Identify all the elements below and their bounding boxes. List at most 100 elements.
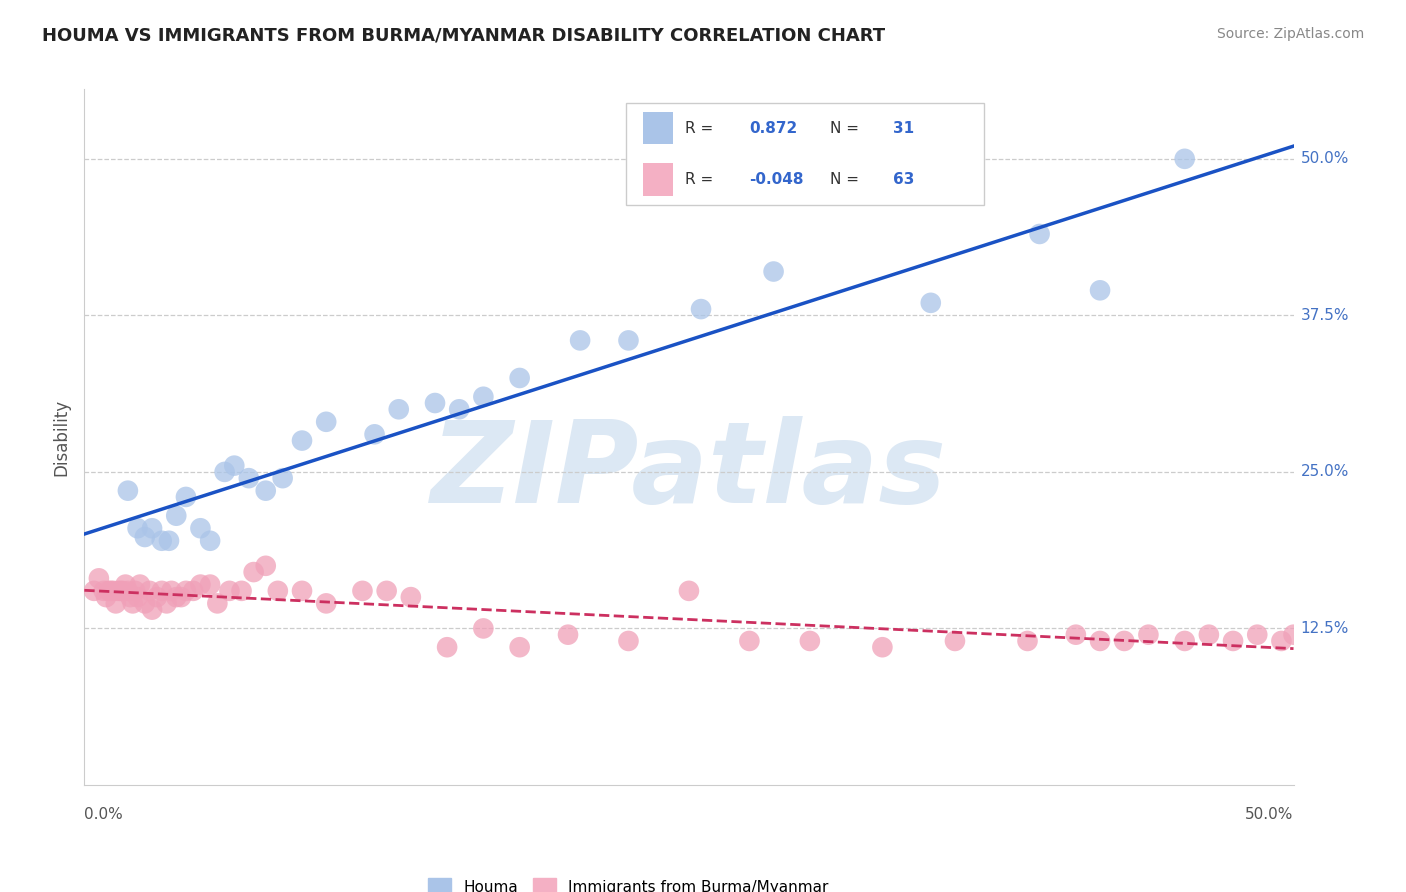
Point bbox=[1246, 628, 1268, 642]
Text: 63: 63 bbox=[893, 172, 914, 187]
Point bbox=[134, 530, 156, 544]
Point bbox=[363, 427, 385, 442]
Point bbox=[1028, 227, 1050, 241]
Point bbox=[190, 577, 212, 591]
Point bbox=[124, 583, 146, 598]
Point bbox=[141, 521, 163, 535]
Point bbox=[291, 434, 314, 448]
Point bbox=[449, 402, 471, 417]
Point bbox=[1222, 634, 1244, 648]
Point bbox=[943, 634, 966, 648]
Text: N =: N = bbox=[830, 120, 863, 136]
Point bbox=[190, 521, 212, 535]
Point bbox=[110, 583, 132, 598]
Point bbox=[242, 565, 264, 579]
Point bbox=[1064, 628, 1087, 642]
Y-axis label: Disability: Disability bbox=[52, 399, 70, 475]
Point bbox=[160, 583, 183, 598]
Text: 50.0%: 50.0% bbox=[1301, 152, 1348, 166]
Point bbox=[762, 264, 785, 278]
Point bbox=[150, 583, 173, 598]
Point bbox=[141, 602, 163, 616]
Point bbox=[174, 583, 197, 598]
Point bbox=[104, 596, 127, 610]
Point bbox=[231, 583, 253, 598]
Point bbox=[1088, 634, 1111, 648]
Point bbox=[157, 533, 180, 548]
Point bbox=[315, 596, 337, 610]
Text: HOUMA VS IMMIGRANTS FROM BURMA/MYANMAR DISABILITY CORRELATION CHART: HOUMA VS IMMIGRANTS FROM BURMA/MYANMAR D… bbox=[42, 27, 886, 45]
Point bbox=[1114, 634, 1136, 648]
Point bbox=[690, 302, 713, 317]
Point bbox=[1088, 283, 1111, 297]
Point bbox=[198, 533, 221, 548]
Point bbox=[423, 396, 446, 410]
Point bbox=[87, 571, 110, 585]
Point bbox=[291, 583, 314, 598]
Point bbox=[472, 390, 495, 404]
Point bbox=[129, 577, 152, 591]
Point bbox=[238, 471, 260, 485]
Point bbox=[207, 596, 229, 610]
Text: 12.5%: 12.5% bbox=[1301, 621, 1348, 636]
Point bbox=[114, 577, 136, 591]
Point bbox=[112, 583, 135, 598]
Point bbox=[146, 590, 169, 604]
Point bbox=[315, 415, 337, 429]
Text: N =: N = bbox=[830, 172, 863, 187]
Text: R =: R = bbox=[685, 172, 718, 187]
Point bbox=[472, 622, 495, 636]
Point bbox=[872, 640, 894, 655]
Point bbox=[569, 334, 592, 348]
Point bbox=[117, 583, 139, 598]
Text: 25.0%: 25.0% bbox=[1301, 465, 1348, 479]
Point bbox=[557, 628, 579, 642]
Point bbox=[509, 371, 531, 385]
Point bbox=[920, 296, 942, 310]
Point bbox=[1282, 628, 1305, 642]
Point bbox=[218, 583, 240, 598]
Point bbox=[100, 583, 122, 598]
Point bbox=[1174, 634, 1197, 648]
Point bbox=[678, 583, 700, 598]
Text: -0.048: -0.048 bbox=[749, 172, 804, 187]
Point bbox=[267, 583, 290, 598]
Point bbox=[120, 590, 142, 604]
Legend: Houma, Immigrants from Burma/Myanmar: Houma, Immigrants from Burma/Myanmar bbox=[422, 871, 835, 892]
Point bbox=[352, 583, 374, 598]
Point bbox=[107, 583, 129, 598]
Point bbox=[181, 583, 204, 598]
Point bbox=[436, 640, 458, 655]
Point bbox=[1270, 634, 1292, 648]
Text: 37.5%: 37.5% bbox=[1301, 308, 1348, 323]
Point bbox=[165, 508, 187, 523]
Point bbox=[150, 533, 173, 548]
Point bbox=[155, 596, 177, 610]
Point bbox=[399, 590, 422, 604]
Point bbox=[254, 483, 277, 498]
Point bbox=[117, 483, 139, 498]
Text: R =: R = bbox=[685, 120, 718, 136]
Point bbox=[174, 490, 197, 504]
Point bbox=[224, 458, 246, 473]
Point bbox=[509, 640, 531, 655]
Text: Source: ZipAtlas.com: Source: ZipAtlas.com bbox=[1216, 27, 1364, 41]
Point bbox=[127, 521, 149, 535]
Text: 0.872: 0.872 bbox=[749, 120, 797, 136]
Point bbox=[738, 634, 761, 648]
Point bbox=[127, 590, 149, 604]
Text: 50.0%: 50.0% bbox=[1246, 807, 1294, 822]
Point bbox=[1174, 152, 1197, 166]
Point bbox=[1137, 628, 1160, 642]
Point bbox=[170, 590, 193, 604]
Point bbox=[83, 583, 105, 598]
Point bbox=[254, 558, 277, 573]
Point bbox=[617, 334, 640, 348]
Text: ZIPatlas: ZIPatlas bbox=[430, 417, 948, 527]
Text: 31: 31 bbox=[893, 120, 914, 136]
Point bbox=[214, 465, 236, 479]
Point bbox=[121, 596, 143, 610]
Text: 0.0%: 0.0% bbox=[84, 807, 124, 822]
Point bbox=[198, 577, 221, 591]
Point bbox=[165, 590, 187, 604]
